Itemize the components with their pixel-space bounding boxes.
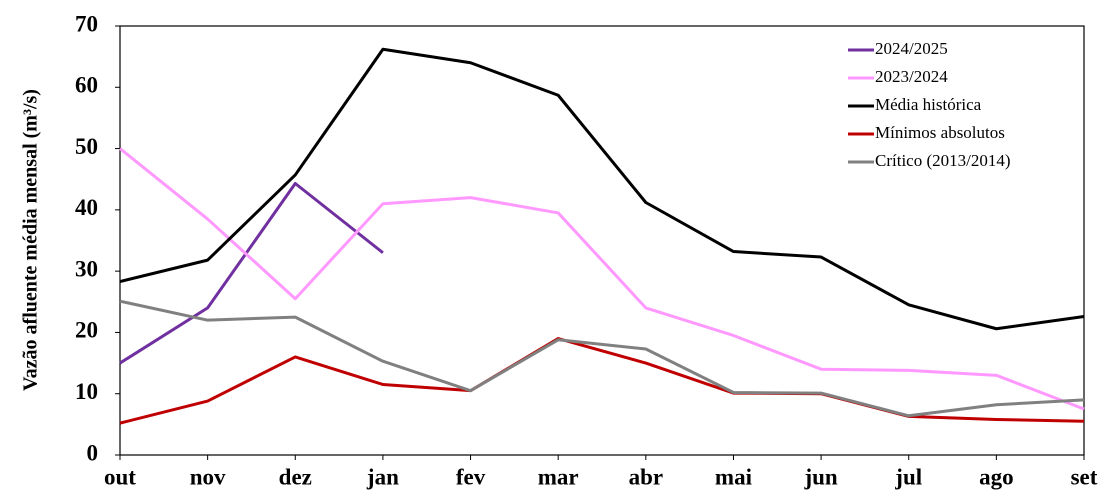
x-tick-label: mai	[715, 464, 753, 489]
legend-label: 2024/2025	[875, 39, 948, 58]
series-line	[119, 47, 1085, 331]
y-tick-label: 0	[87, 440, 99, 465]
y-tick-label: 30	[75, 256, 98, 281]
plot-frame	[119, 25, 1085, 456]
x-tick-label: fev	[456, 464, 486, 489]
legend-label: Mínimos absolutos	[875, 123, 1005, 142]
x-tick-label: mar	[538, 464, 579, 489]
x-tick-label: jun	[803, 464, 837, 489]
x-tick-label: jan	[366, 464, 399, 489]
x-tick-label: ago	[979, 464, 1014, 489]
y-tick-label: 60	[75, 73, 98, 98]
y-tick-label: 40	[75, 195, 98, 220]
legend-label: Crítico (2013/2014)	[875, 151, 1011, 170]
series-line	[119, 337, 1085, 425]
x-tick-label: out	[104, 464, 136, 489]
series-line	[119, 299, 1085, 418]
y-tick-label: 50	[75, 134, 98, 159]
x-tick-label: jul	[894, 464, 922, 489]
y-tick-label: 20	[75, 318, 98, 343]
x-tick-label: dez	[279, 464, 312, 489]
x-tick-label: nov	[190, 464, 226, 489]
y-axis-label: Vazão afluente média mensal (m³/s)	[20, 89, 42, 391]
series-line	[119, 182, 384, 365]
series-line	[119, 147, 1085, 411]
y-tick-label: 10	[75, 379, 98, 404]
x-tick-label: set	[1071, 464, 1098, 489]
y-tick-label: 70	[75, 11, 98, 36]
x-tick-label: abr	[629, 464, 664, 489]
legend-label: Média histórica	[875, 95, 982, 114]
legend-label: 2023/2024	[875, 67, 948, 86]
